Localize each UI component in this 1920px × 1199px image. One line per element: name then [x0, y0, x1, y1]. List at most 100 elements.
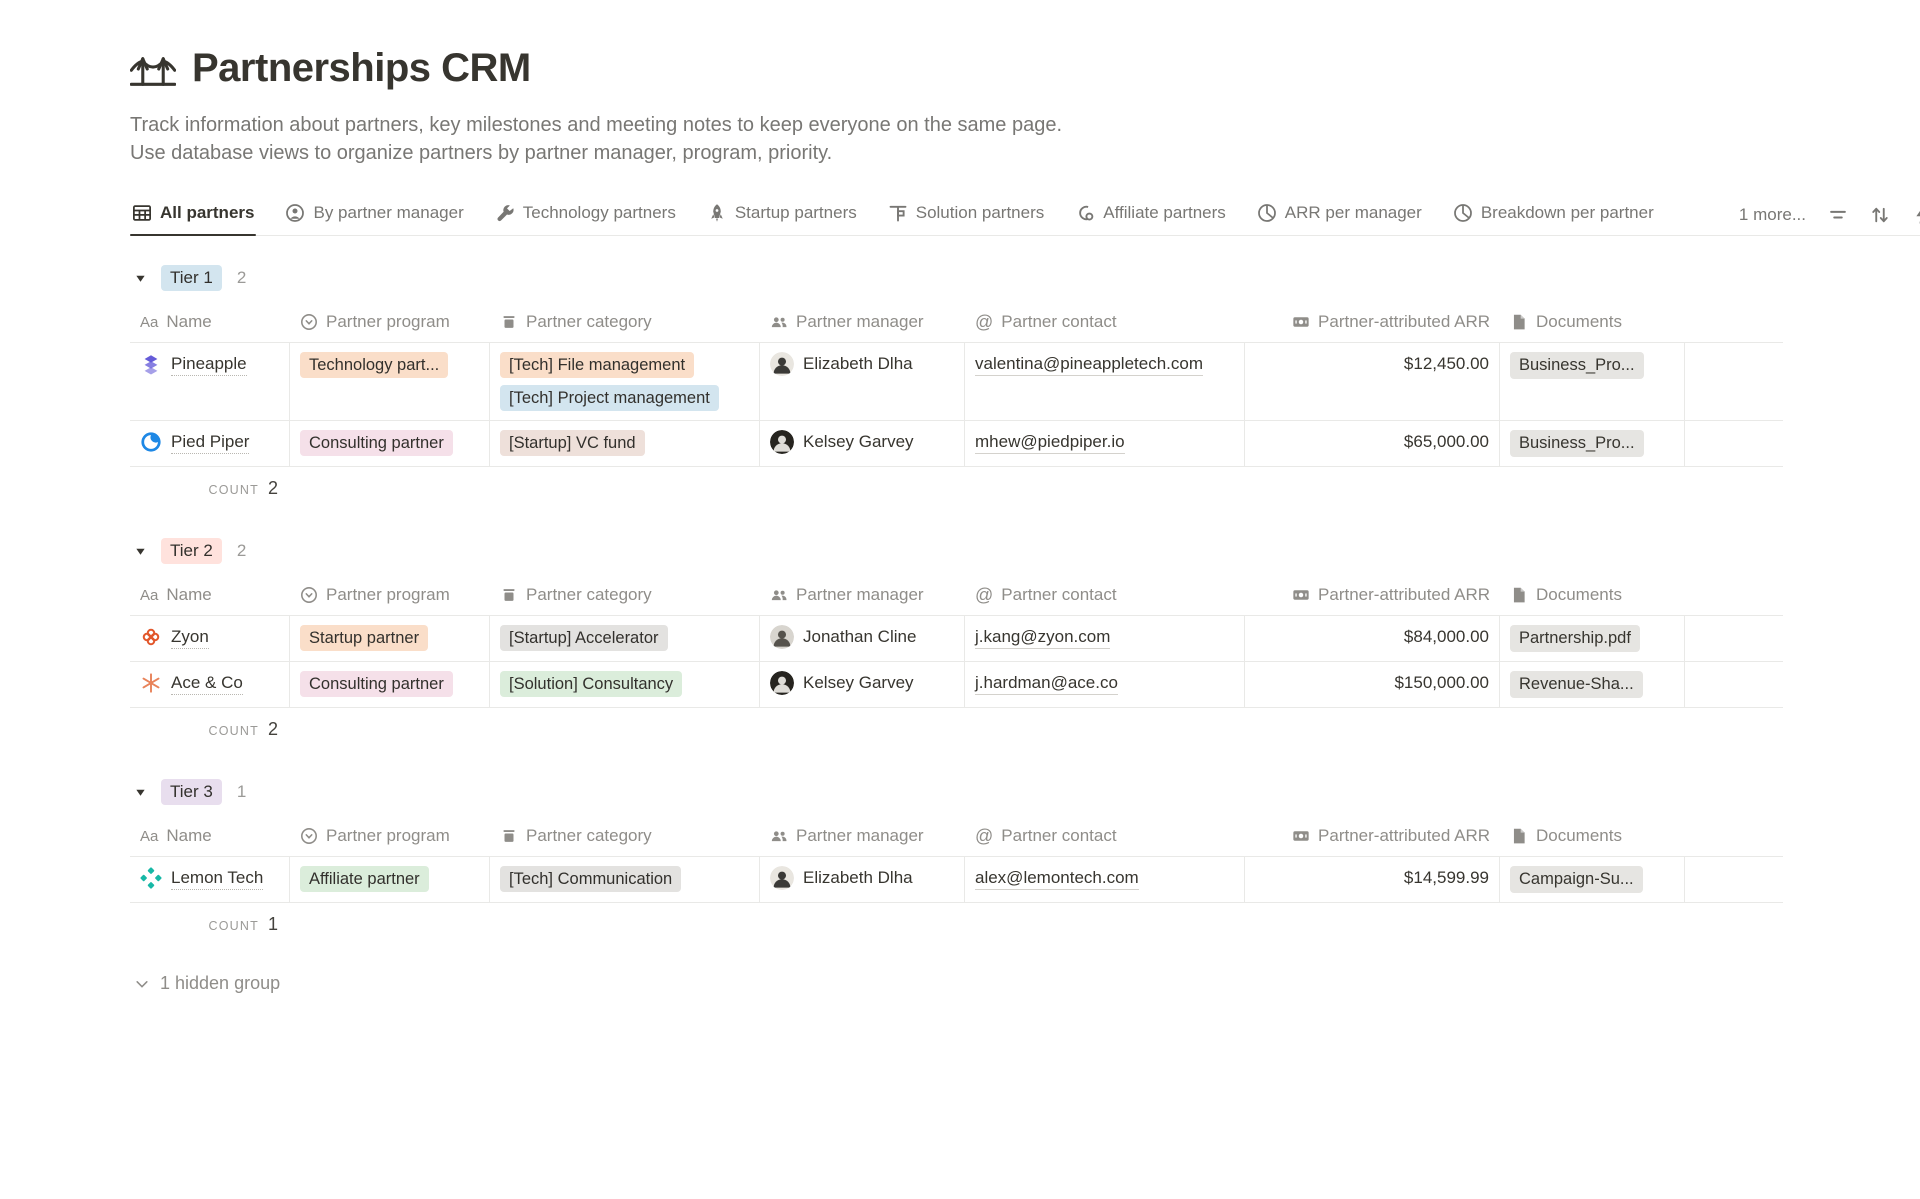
count-cell[interactable]: COUNT 2: [130, 719, 290, 740]
page-link[interactable]: Pineapple: [171, 352, 247, 376]
category-cell[interactable]: [Startup] Accelerator: [490, 616, 760, 661]
category-cell[interactable]: [Tech] Communication: [490, 857, 760, 902]
program-cell[interactable]: Technology part...: [290, 343, 490, 420]
page-link[interactable]: Ace & Co: [171, 671, 243, 695]
spacer-cell: [1685, 421, 1783, 466]
document-file-tag[interactable]: Business_Pro...: [1510, 430, 1644, 457]
column-header-partner-category[interactable]: Partner category: [490, 575, 760, 615]
column-header-partner-manager[interactable]: Partner manager: [760, 302, 965, 342]
person: Kelsey Garvey: [770, 671, 914, 695]
column-header-partner-category[interactable]: Partner category: [490, 302, 760, 342]
tab-solution-partners[interactable]: Solution partners: [886, 195, 1047, 235]
tab-technology-partners[interactable]: Technology partners: [493, 195, 678, 235]
column-header-partner-manager[interactable]: Partner manager: [760, 575, 965, 615]
column-header-name[interactable]: Aa Name: [130, 816, 290, 856]
count-cell[interactable]: COUNT 1: [130, 914, 290, 935]
arr-cell[interactable]: $84,000.00: [1245, 616, 1500, 661]
collapse-triangle-icon[interactable]: [135, 273, 146, 284]
name-cell[interactable]: Pied Piper: [130, 421, 290, 466]
group-badge[interactable]: Tier 2: [161, 538, 222, 564]
tab-all-partners[interactable]: All partners: [130, 195, 257, 236]
person: Kelsey Garvey: [770, 430, 914, 454]
name-cell[interactable]: Ace & Co: [130, 662, 290, 707]
contact-cell[interactable]: mhew@piedpiper.io: [965, 421, 1245, 466]
flash-button[interactable]: [1912, 205, 1920, 225]
manager-cell[interactable]: Kelsey Garvey: [760, 421, 965, 466]
name-cell[interactable]: Lemon Tech: [130, 857, 290, 902]
manager-cell[interactable]: Elizabeth Dlha: [760, 343, 965, 420]
email-link[interactable]: j.kang@zyon.com: [975, 625, 1111, 649]
category-cell[interactable]: [Tech] File management [Tech] Project man…: [490, 343, 760, 420]
arr-cell[interactable]: $65,000.00: [1245, 421, 1500, 466]
column-header-partner-attributed-arr[interactable]: Partner-attributed ARR: [1245, 302, 1500, 342]
count-cell[interactable]: COUNT 2: [130, 478, 290, 499]
manager-cell[interactable]: Kelsey Garvey: [760, 662, 965, 707]
tab-label: ARR per manager: [1284, 203, 1422, 222]
email-link[interactable]: valentina@pineappletech.com: [975, 352, 1204, 376]
arr-cell[interactable]: $14,599.99: [1245, 857, 1500, 902]
column-header-partner-attributed-arr[interactable]: Partner-attributed ARR: [1245, 575, 1500, 615]
tab-breakdown-per-partner[interactable]: Breakdown per partner: [1451, 195, 1656, 235]
tab-arr-per-manager[interactable]: ARR per manager: [1255, 195, 1424, 235]
tab-startup-partners[interactable]: Startup partners: [705, 195, 859, 235]
column-header-partner-manager[interactable]: Partner manager: [760, 816, 965, 856]
program-cell[interactable]: Consulting partner: [290, 662, 490, 707]
category-cell[interactable]: [Solution] Consultancy: [490, 662, 760, 707]
page-link[interactable]: Lemon Tech: [171, 866, 264, 890]
sort-button[interactable]: [1870, 205, 1890, 225]
documents-cell[interactable]: Business_Pro...: [1500, 421, 1685, 466]
contact-cell[interactable]: j.hardman@ace.co: [965, 662, 1245, 707]
contact-cell[interactable]: j.kang@zyon.com: [965, 616, 1245, 661]
arr-cell[interactable]: $12,450.00: [1245, 343, 1500, 420]
hidden-group-toggle[interactable]: 1 hidden group: [130, 973, 1920, 994]
bridge-icon[interactable]: [130, 49, 176, 89]
tab-affiliate-partners[interactable]: Affiliate partners: [1073, 195, 1228, 235]
name-cell[interactable]: Pineapple: [130, 343, 290, 420]
group-badge[interactable]: Tier 1: [161, 265, 222, 291]
column-header-partner-program[interactable]: Partner program: [290, 302, 490, 342]
column-header-partner-contact[interactable]: @ Partner contact: [965, 302, 1245, 342]
column-header-documents[interactable]: Documents: [1500, 302, 1685, 342]
piedpiper-logo: [140, 431, 162, 453]
column-header-partner-program[interactable]: Partner program: [290, 816, 490, 856]
email-link[interactable]: j.hardman@ace.co: [975, 671, 1118, 695]
program-cell[interactable]: Startup partner: [290, 616, 490, 661]
column-header-documents[interactable]: Documents: [1500, 575, 1685, 615]
contact-cell[interactable]: valentina@pineappletech.com: [965, 343, 1245, 420]
documents-cell[interactable]: Campaign-Su...: [1500, 857, 1685, 902]
document-file-tag[interactable]: Partnership.pdf: [1510, 625, 1640, 652]
column-header-partner-category[interactable]: Partner category: [490, 816, 760, 856]
category-cell[interactable]: [Startup] VC fund: [490, 421, 760, 466]
documents-cell[interactable]: Partnership.pdf: [1500, 616, 1685, 661]
column-header-partner-attributed-arr[interactable]: Partner-attributed ARR: [1245, 816, 1500, 856]
documents-cell[interactable]: Revenue-Sha...: [1500, 662, 1685, 707]
column-header-name[interactable]: Aa Name: [130, 302, 290, 342]
manager-cell[interactable]: Elizabeth Dlha: [760, 857, 965, 902]
manager-cell[interactable]: Jonathan Cline: [760, 616, 965, 661]
column-header-partner-program[interactable]: Partner program: [290, 575, 490, 615]
tab-by-partner-manager[interactable]: By partner manager: [283, 195, 465, 235]
column-header-partner-contact[interactable]: @ Partner contact: [965, 816, 1245, 856]
program-cell[interactable]: Affiliate partner: [290, 857, 490, 902]
filter-button[interactable]: [1828, 205, 1848, 225]
documents-cell[interactable]: Business_Pro...: [1500, 343, 1685, 420]
document-file-tag[interactable]: Campaign-Su...: [1510, 866, 1643, 893]
column-header-name[interactable]: Aa Name: [130, 575, 290, 615]
page-link[interactable]: Zyon: [171, 625, 209, 649]
program-cell[interactable]: Consulting partner: [290, 421, 490, 466]
collapse-triangle-icon[interactable]: [135, 787, 146, 798]
name-cell[interactable]: Zyon: [130, 616, 290, 661]
email-link[interactable]: alex@lemontech.com: [975, 866, 1139, 890]
contact-cell[interactable]: alex@lemontech.com: [965, 857, 1245, 902]
column-header-documents[interactable]: Documents: [1500, 816, 1685, 856]
column-header-partner-contact[interactable]: @ Partner contact: [965, 575, 1245, 615]
email-link[interactable]: mhew@piedpiper.io: [975, 430, 1125, 454]
document-file-tag[interactable]: Revenue-Sha...: [1510, 671, 1643, 698]
page-link[interactable]: Pied Piper: [171, 430, 250, 454]
group-badge[interactable]: Tier 3: [161, 779, 222, 805]
category-tag: [Tech] File management: [500, 352, 695, 378]
document-file-tag[interactable]: Business_Pro...: [1510, 352, 1644, 379]
collapse-triangle-icon[interactable]: [135, 546, 146, 557]
arr-cell[interactable]: $150,000.00: [1245, 662, 1500, 707]
more-views-button[interactable]: 1 more...: [1738, 205, 1806, 224]
